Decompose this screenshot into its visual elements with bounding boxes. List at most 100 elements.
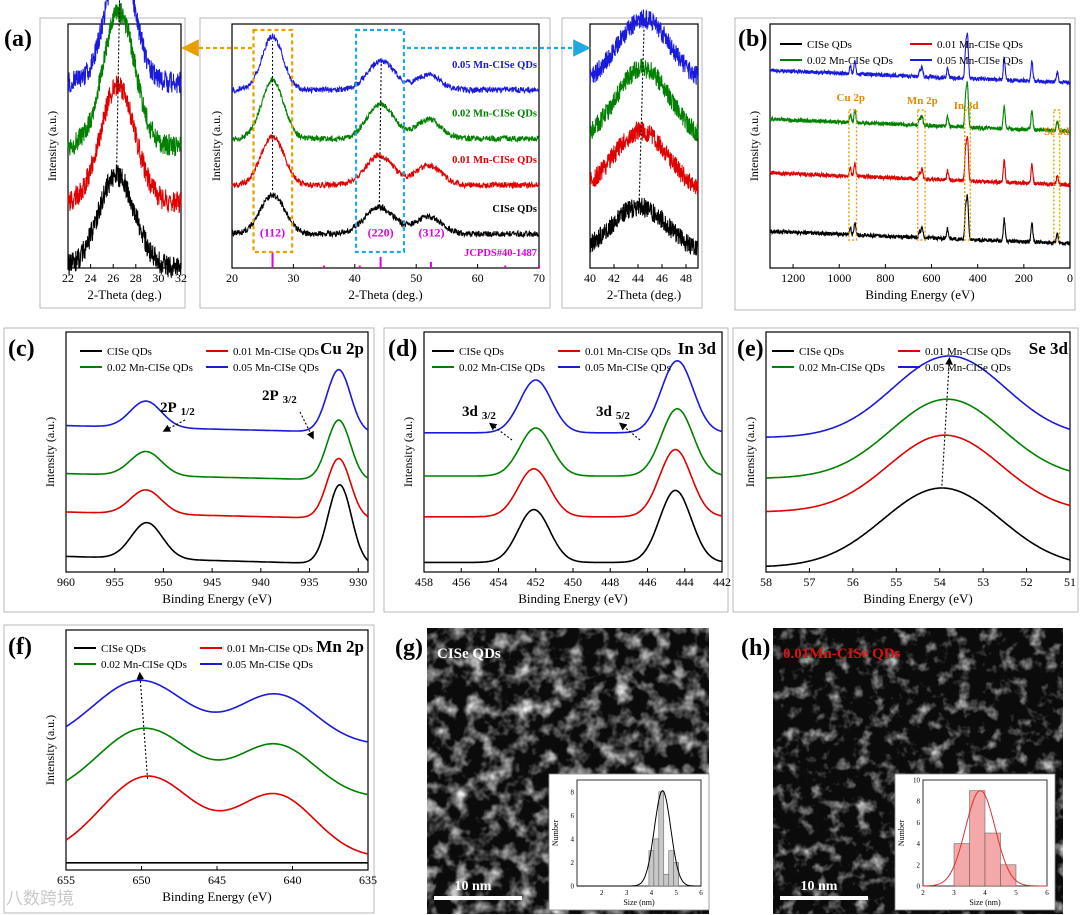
legend-entry: CISe QDs bbox=[459, 346, 504, 358]
scale-bar bbox=[780, 896, 868, 900]
legend-entry: CISe QDs bbox=[101, 643, 146, 655]
fit-curve bbox=[577, 789, 701, 887]
fit-curve bbox=[923, 790, 1047, 887]
x-tick-label: 1000 bbox=[827, 271, 851, 285]
panel-frame-f bbox=[3, 624, 375, 914]
series-line-0-02-mn-cise-qds bbox=[424, 408, 723, 477]
legend-entry: 0.02 Mn-CISe QDs bbox=[799, 362, 885, 374]
series-line-0-02-mn-cise-qds bbox=[766, 398, 1071, 479]
x-tick-label: 50 bbox=[410, 271, 422, 285]
series-line-0-05-mn-cise-qds bbox=[66, 368, 369, 432]
series-line-0-02-mn-cise-qds bbox=[589, 58, 699, 142]
series-line-cise-qds bbox=[769, 194, 1071, 247]
element-label: In 3d bbox=[954, 100, 979, 112]
x-tick-label: 56 bbox=[847, 575, 859, 589]
peak-annotation: 2P 3/2 bbox=[262, 388, 297, 406]
legend-entry: 0.01 Mn-CISe QDs bbox=[227, 643, 313, 655]
panel-frame-d bbox=[383, 327, 729, 613]
inset-y-tick-label: 0 bbox=[917, 883, 921, 891]
y-axis-label: Intensity (a.u.) bbox=[209, 111, 223, 181]
inset-y-tick-label: 8 bbox=[917, 798, 921, 806]
x-tick-label: 54 bbox=[934, 575, 946, 589]
series-line-0-02-mn-cise-qds bbox=[67, 2, 182, 157]
x-tick-label: 48 bbox=[680, 271, 692, 285]
legend-entry: 0.01 Mn-CISe QDs bbox=[585, 346, 671, 358]
x-tick-label: 1200 bbox=[781, 271, 805, 285]
scale-bar-label: 10 nm bbox=[801, 879, 838, 894]
x-tick-label: 930 bbox=[349, 575, 367, 589]
x-tick-label: 20 bbox=[226, 271, 238, 285]
reference-label: JCPDS#40-1487 bbox=[464, 248, 537, 259]
x-tick-label: 26 bbox=[107, 271, 119, 285]
legend-entry: 0.01 Mn-CISe QDs bbox=[925, 346, 1011, 358]
watermark: 八数跨境 bbox=[6, 889, 74, 909]
guide-line bbox=[638, 28, 645, 200]
series-line-0-01-mn-cise-qds bbox=[424, 448, 723, 518]
x-axis-label: 2-Theta (deg.) bbox=[348, 287, 422, 302]
x-tick-label: 650 bbox=[133, 873, 151, 887]
x-tick-label: 446 bbox=[639, 575, 657, 589]
panel-frame-a_main bbox=[199, 17, 551, 309]
inset-x-tick-label: 4 bbox=[650, 889, 654, 897]
panel-label: (h) bbox=[741, 635, 770, 661]
series-line-0-01-mn-cise-qds bbox=[66, 457, 369, 519]
legend-entry: 0.01 Mn-CISe QDs bbox=[937, 39, 1023, 51]
histogram-bar bbox=[653, 838, 660, 887]
series-line-0-05-mn-cise-qds bbox=[769, 32, 1071, 86]
histogram-bar bbox=[663, 873, 670, 887]
scale-bar-label: 10 nm bbox=[455, 879, 492, 894]
panel-title: Se 3d bbox=[1029, 339, 1069, 358]
peak-annotation-sub: 5/2 bbox=[616, 410, 631, 422]
plot-area-c bbox=[65, 331, 369, 573]
peak-annotation: 2P 1/2 bbox=[160, 400, 195, 418]
panel-frame-e bbox=[732, 327, 1079, 613]
series-line-cise-qds bbox=[231, 192, 540, 239]
inset-y-tick-label: 6 bbox=[917, 819, 921, 827]
y-axis-label: Intensity (a.u.) bbox=[43, 417, 57, 487]
inset-y-label: Number bbox=[551, 820, 560, 847]
x-axis-label: 2-Theta (deg.) bbox=[607, 287, 681, 302]
peak-label: (112) bbox=[260, 225, 285, 239]
x-tick-label: 57 bbox=[803, 575, 815, 589]
x-tick-label: 200 bbox=[1015, 271, 1033, 285]
x-axis-label: Binding Energy (eV) bbox=[162, 889, 272, 904]
x-tick-label: 950 bbox=[154, 575, 172, 589]
inset-x-tick-label: 2 bbox=[921, 889, 925, 897]
legend-entry: CISe QDs bbox=[807, 39, 852, 51]
x-tick-label: 655 bbox=[57, 873, 75, 887]
x-tick-label: 46 bbox=[656, 271, 668, 285]
histogram-bar bbox=[658, 791, 665, 887]
inset-x-tick-label: 6 bbox=[1045, 889, 1049, 897]
series-line-0-05-mn-cise-qds bbox=[424, 359, 723, 434]
series-line-cise-qds bbox=[424, 489, 723, 564]
x-tick-label: 42 bbox=[608, 271, 620, 285]
histogram-bar bbox=[953, 843, 970, 887]
x-tick-label: 28 bbox=[130, 271, 142, 285]
series-line-0-01-mn-cise-qds bbox=[766, 434, 1071, 513]
panel-label: (d) bbox=[388, 336, 417, 362]
x-tick-label: 940 bbox=[252, 575, 270, 589]
highlight-box bbox=[354, 28, 406, 254]
x-axis-label: Binding Energy (eV) bbox=[863, 591, 973, 606]
series-line-0-02-mn-cise-qds bbox=[66, 419, 369, 480]
inset-box bbox=[548, 773, 710, 911]
series-line-cise-qds bbox=[589, 197, 699, 256]
series-label: CISe QDs bbox=[492, 204, 537, 215]
series-line-cise-qds bbox=[66, 483, 369, 564]
legend-entry: 0.02 Mn-CISe QDs bbox=[107, 362, 193, 374]
x-tick-label: 458 bbox=[415, 575, 433, 589]
image-label: 0.01Mn-CISe QDs bbox=[783, 646, 901, 662]
histogram-bar bbox=[673, 862, 679, 887]
x-tick-label: 450 bbox=[564, 575, 582, 589]
x-axis-label: Binding Energy (eV) bbox=[162, 591, 272, 606]
x-tick-label: 400 bbox=[969, 271, 987, 285]
panel-label: (c) bbox=[8, 336, 35, 362]
x-tick-label: 30 bbox=[287, 271, 299, 285]
x-tick-label: 935 bbox=[301, 575, 319, 589]
series-line-0-01-mn-cise-qds bbox=[231, 133, 540, 190]
series-line-cise-qds bbox=[766, 487, 1071, 568]
x-tick-label: 444 bbox=[676, 575, 694, 589]
x-tick-label: 452 bbox=[527, 575, 545, 589]
peak-label: (220) bbox=[368, 225, 394, 239]
